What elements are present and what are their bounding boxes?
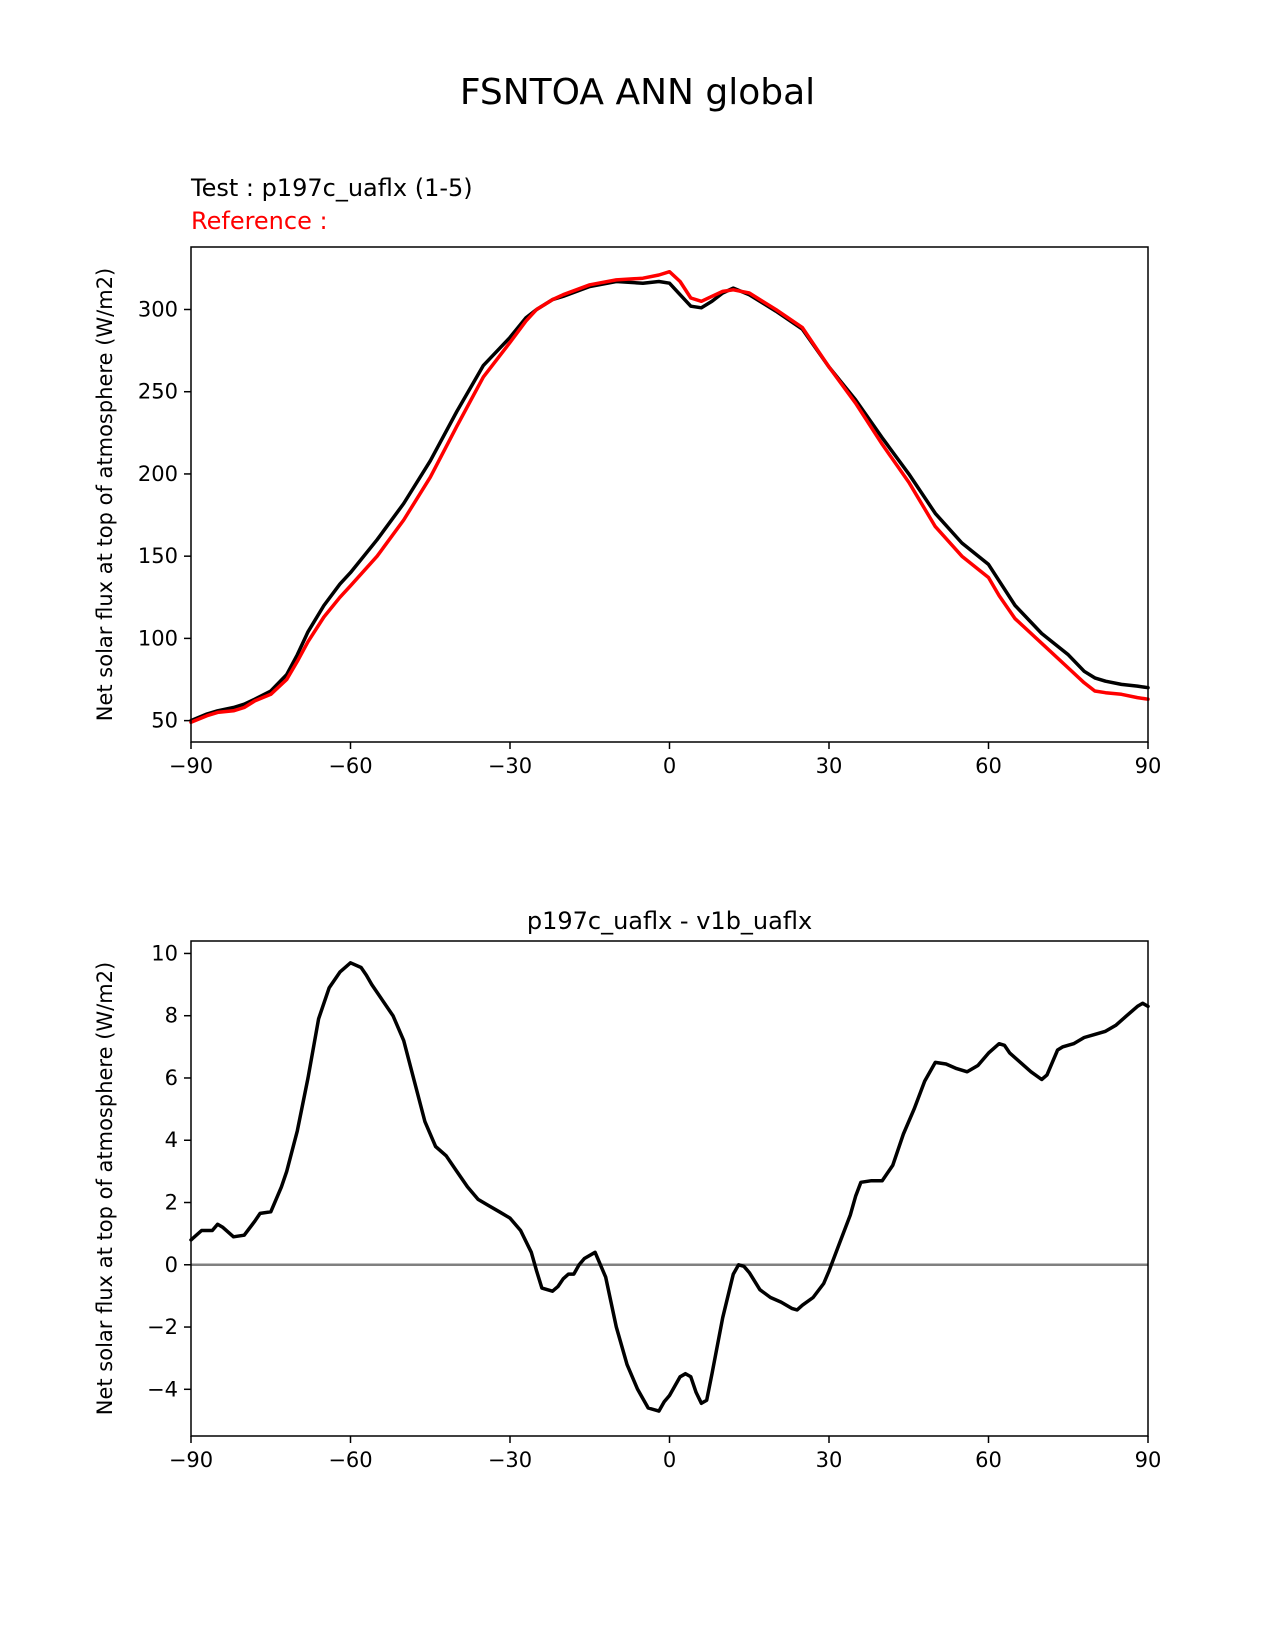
y-tick-label: −2 — [147, 1315, 178, 1339]
x-tick-label: 90 — [1135, 1448, 1162, 1472]
x-tick-label: −90 — [169, 1448, 213, 1472]
x-tick-label: 30 — [816, 1448, 843, 1472]
panel-top: Net solar flux at top of atmosphere (W/m… — [93, 246, 1162, 778]
x-tick-label: −60 — [328, 754, 372, 778]
y-tick-label: 8 — [165, 1004, 178, 1028]
y-tick-label: 6 — [165, 1066, 178, 1090]
figure-title: FSNTOA ANN global — [459, 72, 816, 113]
x-tick-label: 0 — [663, 754, 676, 778]
y-tick-label: 10 — [151, 941, 178, 965]
panel-bottom: p197c_uaflx - v1b_uaflx Net solar flux a… — [93, 907, 1161, 1472]
x-tick-label: 60 — [975, 1448, 1002, 1472]
plot-frame — [190, 246, 1149, 743]
plot-frame — [190, 940, 1149, 1437]
x-tick-label: 30 — [816, 754, 843, 778]
x-tick-label: −30 — [488, 754, 532, 778]
y-tick-label: 4 — [165, 1128, 178, 1152]
x-tick-label: −30 — [488, 1448, 532, 1472]
panel-bottom-axes: −90 −60 −30 0 30 60 90 −4 −2 0 2 4 6 8 10 — [147, 940, 1162, 1472]
y-tick-label: 50 — [151, 709, 178, 733]
panel-top-ylabel: Net solar flux at top of atmosphere (W/m… — [93, 268, 117, 721]
x-tick-label: 60 — [975, 754, 1002, 778]
reference-series-line — [189, 269, 1150, 725]
reference-label: Reference : — [191, 207, 328, 235]
x-tick-label: 0 — [663, 1448, 676, 1472]
y-tick-label: 150 — [138, 544, 178, 568]
y-tick-label: 250 — [138, 380, 178, 404]
difference-series-line — [189, 961, 1150, 1413]
panel-bottom-title: p197c_uaflx - v1b_uaflx — [527, 907, 812, 935]
y-tick-label: 0 — [165, 1253, 178, 1277]
panel-top-axes: −90 −60 −30 0 30 60 90 50 100 150 200 250 300 — [138, 246, 1162, 778]
x-tick-label: −90 — [169, 754, 213, 778]
panel-top-series — [189, 269, 1150, 725]
panel-bottom-series — [189, 961, 1150, 1413]
test-label: Test : p197c_uaflx (1-5) — [191, 174, 473, 202]
y-tick-label: 100 — [138, 626, 178, 650]
y-tick-label: −4 — [147, 1377, 178, 1401]
x-tick-label: −60 — [328, 1448, 372, 1472]
y-tick-label: 2 — [165, 1191, 178, 1215]
y-tick-label: 300 — [138, 297, 178, 321]
y-tick-label: 200 — [138, 462, 178, 486]
panel-bottom-ylabel: Net solar flux at top of atmosphere (W/m… — [93, 962, 117, 1415]
x-tick-label: 90 — [1135, 754, 1162, 778]
test-series-line — [189, 279, 1150, 723]
